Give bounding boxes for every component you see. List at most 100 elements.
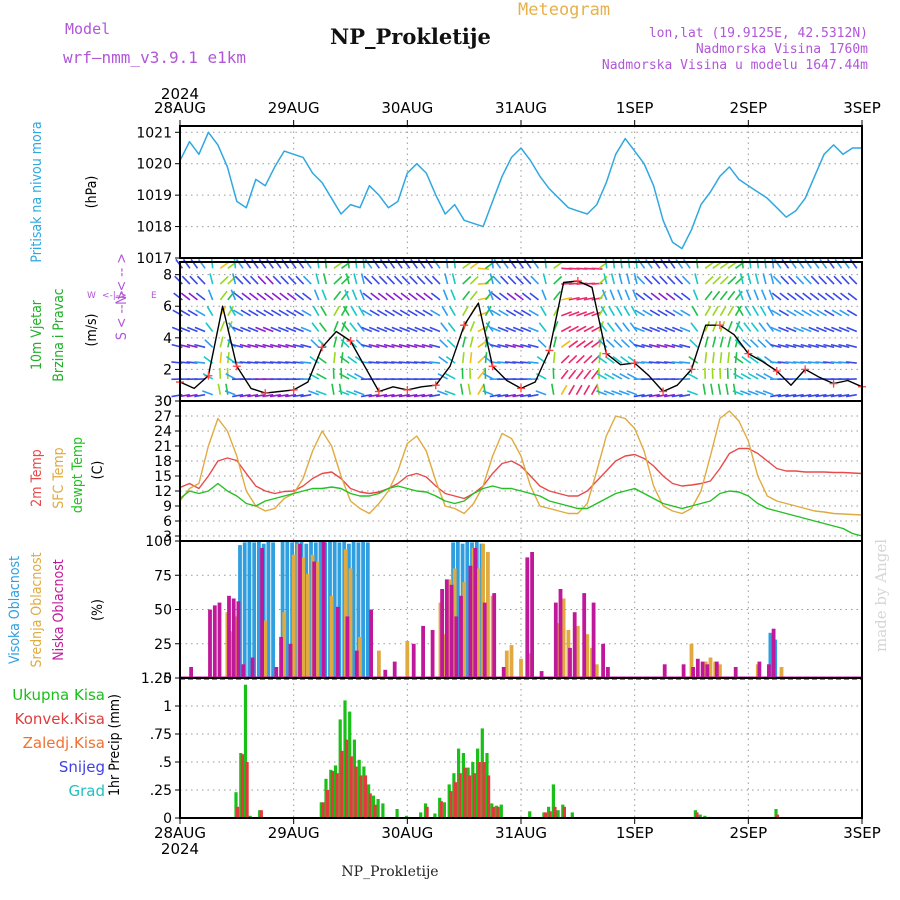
- wind-barb: [727, 305, 735, 317]
- wind-barb: [777, 393, 789, 398]
- wind-barb: [521, 292, 532, 301]
- wind-barb: [575, 384, 583, 396]
- wind-barb: [300, 343, 312, 349]
- wind-barb: [614, 322, 623, 332]
- wind-barb: [622, 322, 631, 332]
- wind-barb: [269, 393, 282, 398]
- cloud-bar: [345, 616, 350, 678]
- wind-barb: [770, 393, 782, 398]
- wind-barb: [815, 343, 827, 349]
- cloud-bar: [257, 541, 261, 678]
- wind-barb: [262, 326, 274, 333]
- wind-barb: [441, 305, 449, 317]
- wind-barb: [219, 275, 229, 285]
- wind-barb: [757, 339, 767, 348]
- wind-barb: [498, 309, 509, 317]
- wind-barb: [691, 305, 699, 317]
- wind-barb: [370, 292, 380, 301]
- wind-speed-marker: [772, 366, 781, 375]
- wind-barb: [710, 383, 714, 395]
- y-tick-label: .5: [159, 755, 172, 771]
- y-tick-label: 15: [154, 469, 172, 485]
- wind-barb: [568, 369, 577, 380]
- wind-barb: [816, 309, 827, 317]
- wind-barb: [719, 336, 724, 348]
- wind-barb: [273, 258, 282, 269]
- wind-barb: [293, 326, 304, 333]
- wind-barb: [197, 258, 206, 269]
- wind-barb: [808, 326, 820, 333]
- wind-barb: [704, 305, 712, 317]
- wind-barb: [271, 292, 282, 301]
- precip-bar: [248, 815, 252, 818]
- wind-barb: [444, 273, 449, 285]
- cloud-label-mid: Srednja Oblacnost: [29, 552, 45, 667]
- cloud-bar: [465, 541, 470, 678]
- cloud-bar: [236, 601, 241, 678]
- cloud-bar: [553, 602, 558, 678]
- cloud-bar: [274, 667, 279, 678]
- wind-barb: [342, 305, 350, 317]
- wind-barb: [186, 393, 198, 398]
- lonlat-label: lon,lat (19.9125E, 42.5312N): [648, 26, 868, 41]
- precip-bar: [419, 812, 423, 818]
- y-tick-label: 25: [154, 637, 172, 653]
- wind-barb: [824, 309, 835, 317]
- meteogram-label: Meteogram: [518, 0, 611, 20]
- wind-barb: [461, 336, 467, 348]
- cloud-bar: [482, 602, 487, 678]
- wind-barb: [516, 258, 525, 269]
- precip-bar: [433, 813, 437, 818]
- wind-barb: [205, 322, 214, 332]
- x-tick-label-bottom: 30AUG: [381, 824, 433, 842]
- wind-barb: [351, 289, 358, 301]
- wind-barb: [504, 361, 516, 364]
- wind-barb: [376, 326, 388, 333]
- x-tick-label-top: 3SEP: [843, 99, 881, 117]
- wind-barb: [604, 355, 615, 364]
- wind-barb: [204, 339, 214, 348]
- cloud-bar: [733, 667, 738, 678]
- y-tick-label: 75: [154, 568, 172, 584]
- wind-barb: [520, 309, 532, 317]
- wind-speed-marker: [460, 321, 469, 330]
- wind-barb: [310, 339, 320, 348]
- wind-barb: [608, 305, 615, 317]
- wind-barb: [680, 309, 691, 317]
- wind-barb: [800, 343, 812, 349]
- cloud-bar: [561, 598, 566, 678]
- wind-barb: [515, 275, 524, 285]
- site-title: NP_Prokletije: [330, 24, 491, 49]
- y-tick-label: .75: [150, 727, 172, 743]
- wind-barb: [768, 289, 775, 301]
- wind-barb: [748, 355, 759, 364]
- wind-barb: [575, 340, 586, 348]
- wind-barb: [740, 372, 752, 380]
- temp-label-2m: 2m Temp: [29, 449, 45, 507]
- wind-barb: [399, 326, 410, 333]
- wind-barb: [665, 292, 676, 301]
- wind-barb: [346, 390, 357, 396]
- wind-barb: [493, 258, 502, 269]
- wind-barb: [384, 309, 395, 317]
- cloud-bar: [757, 661, 762, 678]
- wind-barb: [333, 352, 336, 364]
- wind-barb: [469, 336, 474, 348]
- wind-barb: [846, 309, 858, 317]
- wind-barb: [807, 361, 819, 364]
- y-tick-label: 100: [145, 534, 172, 550]
- wind-barb: [371, 275, 380, 285]
- wind-speed-marker: [346, 336, 355, 345]
- wind-barb: [513, 309, 524, 317]
- wind-barb: [767, 305, 775, 317]
- wind-barb: [387, 258, 396, 269]
- wind-barb: [603, 390, 615, 396]
- wind-barb: [432, 258, 441, 269]
- wind-barb: [777, 343, 789, 349]
- wind-speed-marker: [261, 389, 270, 398]
- wind-barb: [505, 309, 517, 317]
- wind-barb: [809, 292, 820, 301]
- wind-barb: [611, 390, 623, 396]
- wind-barb: [590, 369, 599, 380]
- wind-barb: [407, 309, 418, 317]
